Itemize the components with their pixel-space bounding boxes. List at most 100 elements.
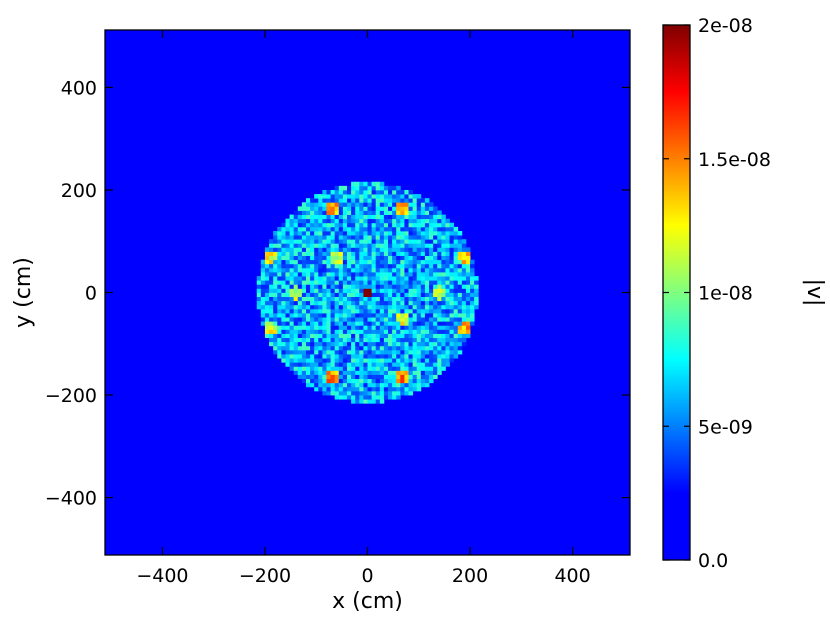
heatmap-cell bbox=[429, 206, 434, 211]
heatmap-cell bbox=[322, 247, 327, 252]
heatmap-cell bbox=[330, 292, 336, 297]
heatmap-cell bbox=[338, 341, 344, 347]
heatmap-cell bbox=[342, 263, 348, 269]
heatmap-cell bbox=[383, 345, 389, 351]
heatmap-cell bbox=[404, 333, 409, 339]
heatmap-cell bbox=[416, 304, 422, 310]
heatmap-cell bbox=[371, 280, 377, 285]
heatmap-cell bbox=[342, 189, 348, 195]
heatmap-cell bbox=[367, 185, 372, 191]
heatmap-cell bbox=[285, 247, 290, 252]
heatmap-cell bbox=[449, 251, 455, 256]
heatmap-cell bbox=[470, 280, 475, 285]
heatmap-cell bbox=[457, 280, 463, 285]
heatmap-cell bbox=[383, 239, 389, 244]
heatmap-cell bbox=[355, 333, 360, 339]
heatmap-cell bbox=[433, 337, 438, 343]
heatmap-cell bbox=[371, 198, 377, 203]
heatmap-cell bbox=[416, 370, 422, 375]
heatmap-cell bbox=[424, 296, 430, 302]
heatmap-cell bbox=[371, 267, 377, 273]
heatmap-cell bbox=[420, 267, 426, 273]
heatmap-cell bbox=[342, 202, 348, 207]
heatmap-cell bbox=[289, 284, 295, 289]
heatmap-cell bbox=[392, 329, 397, 334]
heatmap-cell bbox=[281, 300, 286, 306]
heatmap-cell bbox=[429, 341, 434, 347]
heatmap-cell bbox=[297, 214, 303, 220]
heatmap-cell bbox=[416, 210, 422, 215]
heatmap-cell bbox=[305, 276, 311, 281]
heatmap-cell bbox=[363, 194, 368, 199]
heatmap-cell bbox=[470, 276, 475, 281]
heatmap-cell bbox=[383, 271, 389, 277]
heatmap-cell bbox=[429, 370, 434, 375]
heatmap-cell bbox=[388, 267, 393, 273]
heatmap-cell bbox=[289, 251, 295, 256]
heatmap-cell bbox=[383, 243, 389, 248]
heatmap-cell bbox=[424, 333, 430, 339]
heatmap-cell bbox=[330, 235, 336, 240]
heatmap-cell bbox=[437, 222, 442, 228]
heatmap-cell bbox=[379, 243, 385, 248]
heatmap-cell bbox=[429, 251, 434, 256]
heatmap-cell bbox=[416, 358, 422, 363]
heatmap-cell bbox=[429, 263, 434, 269]
heatmap-cell bbox=[437, 358, 442, 363]
heatmap-cell bbox=[301, 296, 307, 302]
heatmap-cell bbox=[388, 247, 393, 252]
heatmap-cell bbox=[392, 222, 397, 228]
heatmap-cell bbox=[404, 230, 409, 236]
heatmap-cell bbox=[420, 202, 426, 207]
heatmap-cell bbox=[301, 341, 307, 347]
heatmap-cell bbox=[379, 345, 385, 351]
heatmap-cell bbox=[396, 292, 401, 297]
y-tick-label: 400 bbox=[61, 77, 97, 99]
heatmap-cell bbox=[404, 362, 409, 367]
heatmap-cell bbox=[318, 374, 323, 380]
heatmap-cell bbox=[392, 390, 397, 396]
heatmap-cell bbox=[367, 378, 372, 384]
heatmap-cell bbox=[429, 354, 434, 359]
heatmap-cell bbox=[301, 280, 307, 285]
heatmap-cell bbox=[392, 304, 397, 310]
heatmap-cell bbox=[269, 333, 274, 339]
heatmap-cell bbox=[375, 210, 381, 215]
heatmap-cell bbox=[379, 378, 385, 384]
heatmap-cell bbox=[301, 276, 307, 281]
heatmap-cell bbox=[383, 395, 389, 400]
heatmap-cell bbox=[404, 267, 409, 273]
heatmap-cell bbox=[355, 230, 360, 236]
heatmap-cell bbox=[379, 271, 385, 277]
heatmap-cell bbox=[305, 333, 311, 339]
heatmap-cell bbox=[379, 189, 385, 195]
heatmap-cell bbox=[396, 280, 401, 285]
heatmap-cell bbox=[281, 321, 286, 326]
heatmap-cell bbox=[297, 271, 303, 277]
heatmap-cell bbox=[457, 255, 463, 261]
heatmap-cell bbox=[273, 263, 278, 269]
heatmap-cell bbox=[412, 202, 418, 207]
heatmap-cell bbox=[404, 280, 409, 285]
heatmap-cell bbox=[383, 263, 389, 269]
heatmap-cell bbox=[400, 321, 405, 326]
heatmap-cell bbox=[424, 378, 430, 384]
heatmap-cell bbox=[388, 271, 393, 277]
heatmap-cell bbox=[392, 366, 397, 371]
heatmap-cell bbox=[314, 251, 319, 256]
heatmap-cell bbox=[408, 247, 414, 252]
heatmap-cell bbox=[285, 358, 290, 363]
heatmap-cell bbox=[273, 251, 278, 256]
heatmap-cell bbox=[416, 206, 422, 211]
heatmap-cell bbox=[342, 333, 348, 339]
heatmap-cell bbox=[371, 321, 377, 326]
heatmap-cell bbox=[297, 251, 303, 256]
heatmap-cell bbox=[408, 239, 414, 244]
heatmap-cell bbox=[388, 276, 393, 281]
heatmap-cell bbox=[359, 267, 364, 273]
heatmap-cell bbox=[404, 345, 409, 351]
heatmap-cell bbox=[404, 214, 409, 220]
heatmap-cell bbox=[269, 337, 274, 343]
heatmap-cell bbox=[383, 247, 389, 252]
heatmap-cell bbox=[305, 214, 311, 220]
